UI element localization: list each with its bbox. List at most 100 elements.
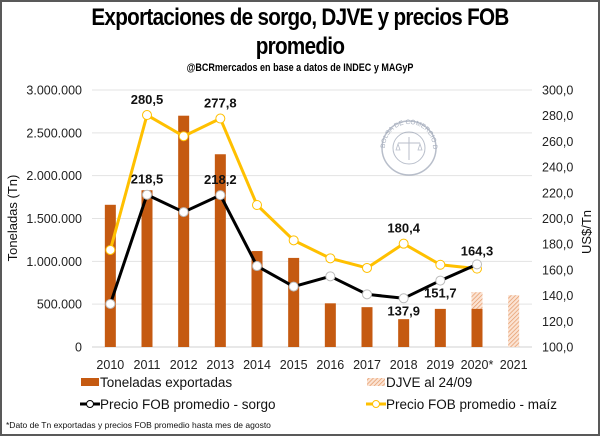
point-sorgo xyxy=(362,289,372,300)
y-right-tick-label: 100,0 xyxy=(542,341,573,355)
y-right-tick-label: 220,0 xyxy=(542,186,573,200)
y-left-tick-label: 1.000.000 xyxy=(26,255,82,269)
point-maiz xyxy=(178,131,189,142)
y-right-tick-label: 260,0 xyxy=(542,135,573,149)
y-right-tick-label: 160,0 xyxy=(542,263,573,277)
bars-layer xyxy=(104,115,520,347)
point-maiz xyxy=(105,244,116,255)
y-right-tick-label: 200,0 xyxy=(542,212,573,226)
point-sorgo xyxy=(252,261,262,272)
lines-layer xyxy=(105,110,482,309)
legend-swatch-bar xyxy=(81,378,99,386)
bar-toneladas xyxy=(361,307,373,347)
point-maiz xyxy=(325,253,336,264)
data-label-sorgo: 137,9 xyxy=(387,303,420,318)
bar-toneladas xyxy=(178,115,190,347)
y-right-tick-label: 180,0 xyxy=(542,238,573,252)
point-sorgo xyxy=(472,259,482,270)
y-left-tick-label: 3.000.000 xyxy=(26,84,82,98)
x-tick-label: 2017 xyxy=(353,358,381,372)
seal-outer-ring xyxy=(381,120,437,176)
bar-toneladas xyxy=(214,154,226,347)
legend-swatch-hatched xyxy=(367,378,385,386)
bar-djve xyxy=(508,295,520,347)
x-tick-label: 2012 xyxy=(170,358,198,372)
legend: Toneladas exportadas DJVE al 24/09 Preci… xyxy=(80,375,557,412)
right-axis-ticks: 100,0 120,0 140,0 160,0 180,0 200,0 220,0 240,0… xyxy=(542,84,573,355)
point-maiz xyxy=(215,113,226,124)
y-right-tick-label: 280,0 xyxy=(542,109,573,123)
y-left-tick-label: 2.500.000 xyxy=(26,126,82,140)
legend-label-maiz: Precio FOB promedio - maíz xyxy=(386,397,557,412)
legend-label-toneladas: Toneladas exportadas xyxy=(100,375,232,390)
x-tick-label: 2013 xyxy=(206,358,234,372)
y-left-axis-title: Toneladas (Tn) xyxy=(5,175,20,262)
y-right-axis-title: US$/Tn xyxy=(579,210,594,254)
point-maiz xyxy=(142,110,152,121)
bar-toneladas xyxy=(434,308,446,347)
legend-marker-sorgo xyxy=(86,400,94,408)
point-sorgo xyxy=(288,281,299,292)
legend-marker-maiz xyxy=(372,400,380,408)
point-maiz xyxy=(435,259,446,270)
x-tick-label: 2018 xyxy=(390,358,418,372)
legend-item-toneladas[interactable]: Toneladas exportadas xyxy=(81,375,232,390)
y-right-tick-label: 240,0 xyxy=(542,161,573,175)
y-left-tick-label: 0 xyxy=(75,341,82,355)
x-tick-label: 2011 xyxy=(134,358,161,372)
data-label-maiz: 280,5 xyxy=(131,92,164,107)
data-label-sorgo: 218,2 xyxy=(204,172,237,187)
bar-toneladas xyxy=(471,308,483,347)
point-maiz xyxy=(362,262,372,273)
seal-inner-ring xyxy=(392,131,426,165)
x-tick-label: 2010 xyxy=(96,358,124,372)
legend-item-sorgo[interactable]: Precio FOB promedio - sorgo xyxy=(80,397,276,412)
point-sorgo xyxy=(398,293,409,304)
data-label-sorgo: 164,3 xyxy=(461,243,494,258)
chart-subtitle: @BCRmercados en base a datos de INDEC y … xyxy=(186,62,414,74)
bar-toneladas xyxy=(398,319,410,347)
bar-toneladas xyxy=(141,190,153,347)
bar-toneladas xyxy=(288,257,300,347)
x-axis-ticks: 2010 2011 2012 2013 2014 2015 2016 2017 2018 2019… xyxy=(96,358,527,372)
seal-scale-pans xyxy=(395,142,423,151)
point-sorgo xyxy=(142,189,152,200)
y-right-tick-label: 120,0 xyxy=(542,315,573,329)
data-label-maiz: 277,8 xyxy=(204,96,237,111)
bar-toneladas xyxy=(251,251,263,347)
x-tick-label: 2020* xyxy=(461,358,494,372)
gridlines xyxy=(92,89,532,348)
point-sorgo xyxy=(178,207,189,218)
data-label-maiz: 180,4 xyxy=(387,221,420,236)
point-sorgo xyxy=(215,190,226,201)
point-sorgo xyxy=(435,275,446,286)
x-tick-label: 2021 xyxy=(500,358,528,372)
x-tick-label: 2014 xyxy=(243,358,271,372)
bar-toneladas xyxy=(324,303,336,347)
legend-item-djve[interactable]: DJVE al 24/09 xyxy=(367,375,472,390)
point-maiz xyxy=(288,235,299,246)
y-left-tick-label: 1.500.000 xyxy=(26,212,82,226)
point-maiz xyxy=(398,238,409,249)
y-right-tick-label: 300,0 xyxy=(542,84,573,98)
point-sorgo xyxy=(105,298,116,309)
point-maiz xyxy=(252,200,262,211)
data-label-sorgo: 151,7 xyxy=(424,286,457,301)
y-right-tick-label: 140,0 xyxy=(542,289,573,303)
y-left-tick-label: 2.000.000 xyxy=(26,169,82,183)
legend-label-sorgo: Precio FOB promedio - sorgo xyxy=(100,397,276,412)
x-tick-label: 2016 xyxy=(316,358,344,372)
x-tick-label: 2019 xyxy=(426,358,454,372)
left-axis-ticks: 0 500.000 1.000.000 1.500.000 2.000.000 2.500… xyxy=(26,84,82,355)
point-sorgo xyxy=(325,271,336,282)
bar-toneladas xyxy=(104,204,116,347)
data-labels: 218,5 218,2 137,9 151,7 164,3 280,5 277,8 180,4 xyxy=(131,92,494,318)
legend-item-maiz[interactable]: Precio FOB promedio - maíz xyxy=(366,397,557,412)
chart-title-line-1: Exportaciones de sorgo, DJVE y precios F… xyxy=(91,4,509,31)
y-left-tick-label: 500.000 xyxy=(37,298,82,312)
data-label-sorgo: 218,5 xyxy=(131,172,164,187)
chart-title-line-2: promedio xyxy=(255,33,345,60)
x-tick-label: 2015 xyxy=(280,358,308,372)
footnote: *Dato de Tn exportadas y precios FOB pro… xyxy=(6,420,271,430)
